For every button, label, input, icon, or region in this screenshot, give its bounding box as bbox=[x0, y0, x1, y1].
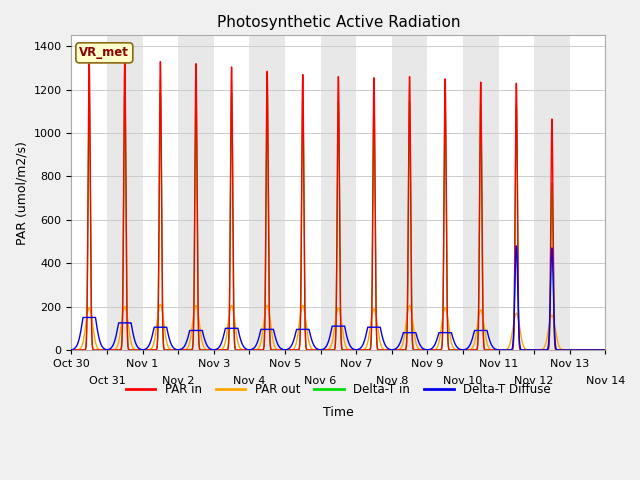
Legend: PAR in, PAR out, Delta-T in, Delta-T Diffuse: PAR in, PAR out, Delta-T in, Delta-T Dif… bbox=[121, 378, 556, 401]
Bar bbox=[463, 36, 499, 350]
Bar bbox=[534, 36, 570, 350]
Bar bbox=[392, 36, 428, 350]
Bar bbox=[178, 36, 214, 350]
Title: Photosynthetic Active Radiation: Photosynthetic Active Radiation bbox=[216, 15, 460, 30]
Bar bbox=[250, 36, 285, 350]
Bar bbox=[72, 36, 107, 350]
Bar bbox=[321, 36, 356, 350]
X-axis label: Time: Time bbox=[323, 406, 354, 419]
Bar bbox=[143, 36, 178, 350]
Bar bbox=[428, 36, 463, 350]
Text: VR_met: VR_met bbox=[79, 47, 129, 60]
Bar bbox=[214, 36, 250, 350]
Bar bbox=[285, 36, 321, 350]
Bar bbox=[107, 36, 143, 350]
Bar bbox=[356, 36, 392, 350]
Bar bbox=[570, 36, 605, 350]
Y-axis label: PAR (umol/m2/s): PAR (umol/m2/s) bbox=[15, 141, 28, 245]
Bar bbox=[499, 36, 534, 350]
